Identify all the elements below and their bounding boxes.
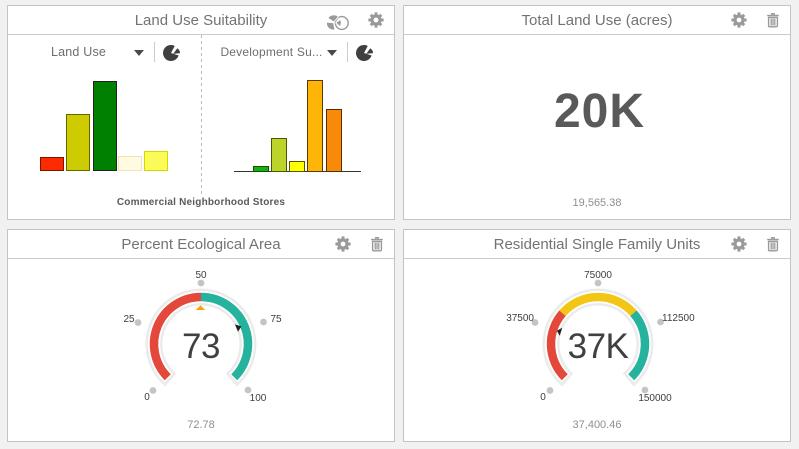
svg-text:37K: 37K bbox=[568, 327, 629, 366]
svg-text:73: 73 bbox=[182, 327, 220, 366]
